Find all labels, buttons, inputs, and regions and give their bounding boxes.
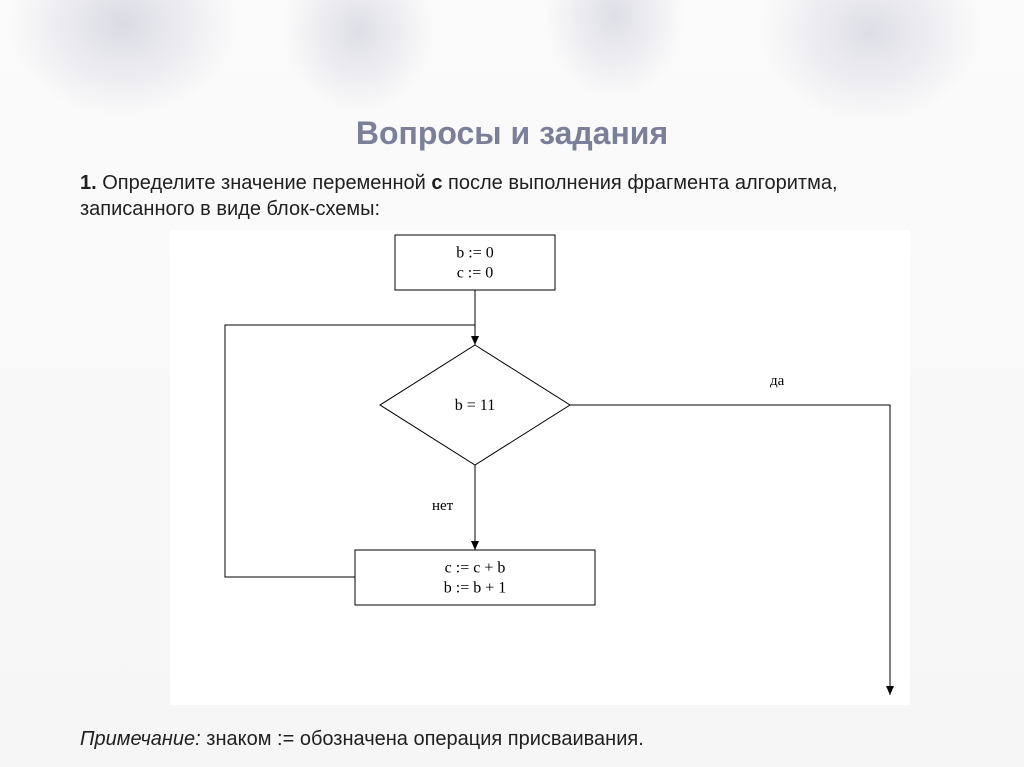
footnote-label: Примечание: bbox=[80, 728, 201, 750]
task-variable: с bbox=[431, 172, 442, 194]
node-cond-line-0: b = 11 bbox=[455, 397, 495, 414]
edge-label-нет: нет bbox=[432, 498, 454, 514]
node-init-line-0: b := 0 bbox=[456, 245, 493, 262]
flowchart-container: нет да b := 0 c := 0 b = 11 c := c + b b := b … bbox=[170, 230, 910, 705]
slide-page: Вопросы и задания 1. Определите значение… bbox=[0, 0, 1024, 767]
node-init-line-1: c := 0 bbox=[457, 265, 494, 282]
task-part1: Определите значение переменной bbox=[97, 172, 432, 194]
task-number: 1. bbox=[80, 172, 97, 194]
edge-label-да: да bbox=[770, 373, 785, 389]
node-body-line-1: b := b + 1 bbox=[444, 580, 507, 597]
flowchart-svg: нет да b := 0 c := 0 b = 11 c := c + b b := b … bbox=[170, 230, 910, 705]
page-title: Вопросы и задания bbox=[0, 0, 1024, 152]
node-init bbox=[395, 235, 555, 290]
edge-cond-exit bbox=[570, 405, 890, 695]
edge-body-cond bbox=[225, 325, 475, 577]
footnote: Примечание: знаком := обозначена операци… bbox=[80, 728, 644, 751]
node-body bbox=[355, 550, 595, 605]
node-body-line-0: c := c + b bbox=[445, 560, 506, 577]
footnote-text: знаком := обозначена операция присваиван… bbox=[201, 728, 644, 750]
task-text: 1. Определите значение переменной с посл… bbox=[80, 170, 944, 222]
